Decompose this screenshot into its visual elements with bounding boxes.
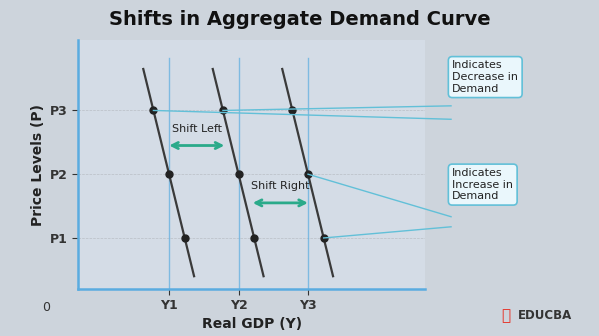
Text: Indicates
Increase in
Demand: Indicates Increase in Demand [452, 168, 513, 201]
Text: Shift Left: Shift Left [172, 124, 222, 134]
Y-axis label: Price Levels (P): Price Levels (P) [31, 103, 46, 226]
Text: Shifts in Aggregate Demand Curve: Shifts in Aggregate Demand Curve [108, 10, 491, 29]
Text: Shift Right: Shift Right [251, 181, 310, 192]
Text: EDUCBA: EDUCBA [518, 309, 572, 322]
Text: Ⓔ: Ⓔ [501, 308, 511, 323]
FancyArrowPatch shape [256, 200, 305, 206]
FancyArrowPatch shape [173, 142, 221, 149]
X-axis label: Real GDP (Y): Real GDP (Y) [201, 317, 302, 331]
Text: Indicates
Decrease in
Demand: Indicates Decrease in Demand [452, 60, 518, 94]
Text: 0: 0 [42, 301, 50, 314]
